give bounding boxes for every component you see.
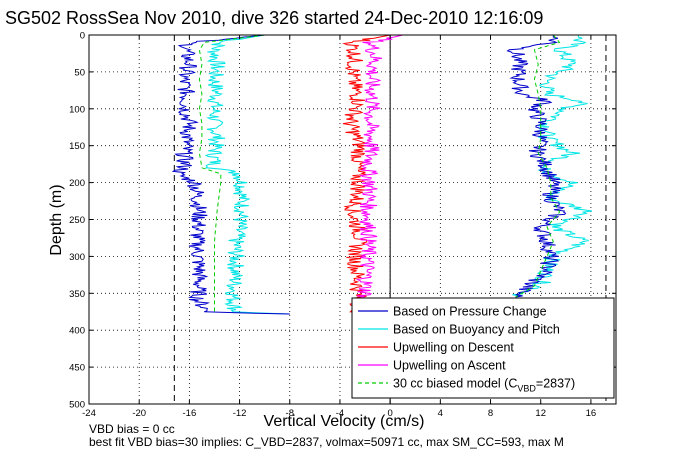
series-line [171,34,290,315]
x-axis-label: Vertical Velocity (cm/s) [264,413,425,430]
series-line [198,34,265,312]
series-line [515,34,561,298]
legend-label-subscript: VBD [517,384,536,394]
series-line [204,34,290,315]
footer-line-2: best fit VBD bias=30 implies: C_VBD=2837… [89,435,564,449]
x-axis-ticks: -24 -20 -16 -12 -8 -4 0 4 8 12 16 [82,35,596,419]
legend-label: Upwelling on Ascent [393,359,506,373]
y-tick-label: 300 [69,252,85,263]
y-tick-label: 0 [80,31,85,42]
chart-title: SG502 RossSea Nov 2010, dive 326 started… [5,8,543,28]
x-tick-label: -12 [233,408,247,419]
y-tick-label: 100 [69,104,85,115]
legend-box [351,297,615,399]
x-tick-label: -20 [132,408,146,419]
x-tick-label: -16 [183,408,197,419]
y-tick-label: 150 [69,141,85,152]
x-tick-label: -4 [336,408,344,419]
legend-label-suffix: =2837) [536,377,575,391]
x-tick-label: 4 [438,408,443,419]
legend-label: Upwelling on Descent [393,341,514,355]
y-tick-label: 350 [69,289,85,300]
y-tick-label: 250 [69,215,85,226]
x-tick-label: -8 [286,408,294,419]
y-tick-label: 500 [69,400,85,411]
x-tick-label: 12 [535,408,546,419]
y-tick-label: 50 [74,67,85,78]
x-tick-label: 0 [387,408,392,419]
x-tick-label: -24 [82,408,96,419]
series-line [355,34,403,298]
legend: Based on Pressure Change Based on Buoyanc… [351,297,615,399]
y-tick-label: 400 [69,326,85,337]
y-tick-label: 450 [69,363,85,374]
y-axis-label: Depth (m) [48,184,65,255]
series-line [512,35,593,298]
y-tick-label: 200 [69,178,85,189]
x-tick-label: 8 [488,408,493,419]
legend-label: Based on Buoyancy and Pitch [393,323,560,337]
footer-line-1: VBD bias = 0 cc [89,422,175,436]
x-tick-label: 16 [586,408,597,419]
legend-label: Based on Pressure Change [393,305,547,319]
y-axis-ticks: 0 50 100 150 200 250 300 350 400 450 500 [69,31,616,411]
data-series [171,34,593,315]
